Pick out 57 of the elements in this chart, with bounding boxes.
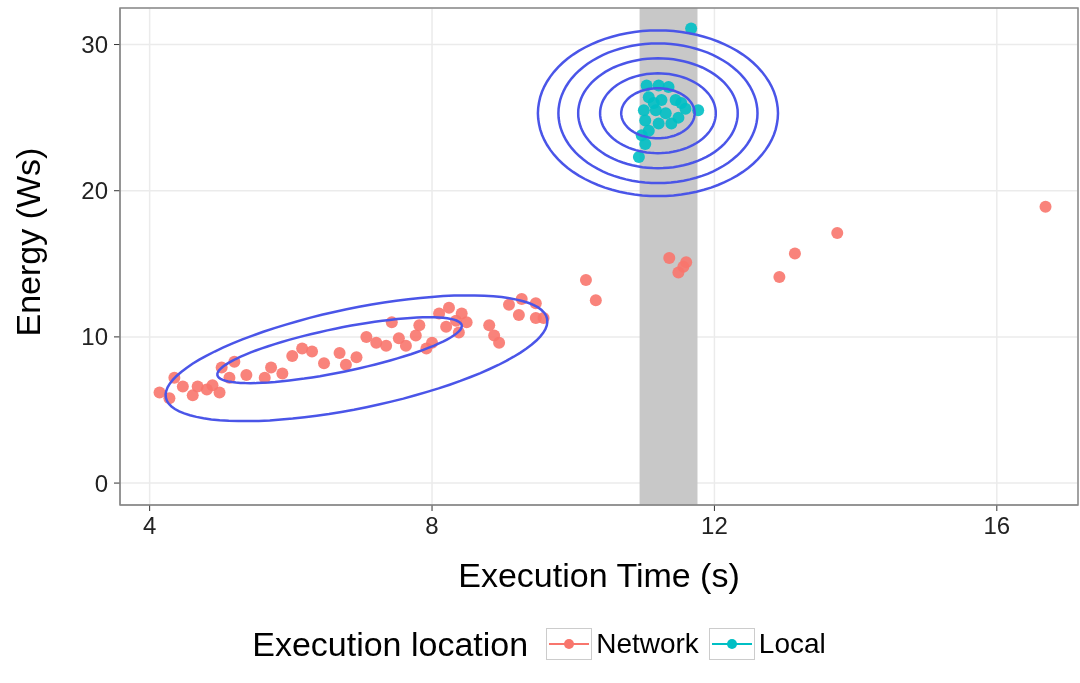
point — [679, 102, 692, 115]
point — [637, 104, 650, 117]
point — [831, 227, 844, 240]
point — [350, 351, 363, 364]
point — [153, 386, 166, 399]
point — [579, 273, 592, 286]
point — [333, 346, 346, 359]
point — [186, 389, 199, 402]
x-axis-title: Execution Time (s) — [458, 556, 740, 594]
point — [460, 316, 473, 329]
point — [399, 339, 412, 352]
y-axis-title: Energy (Ws) — [9, 147, 48, 337]
point — [339, 358, 352, 371]
y-tick-label: 10 — [81, 323, 108, 351]
point — [360, 330, 373, 343]
point — [276, 367, 289, 380]
point — [512, 308, 525, 321]
point — [370, 336, 383, 349]
point — [240, 368, 253, 381]
legend-label: Network — [595, 628, 699, 660]
point — [286, 349, 299, 362]
legend-label: Local — [757, 628, 826, 660]
point — [632, 151, 645, 164]
x-tick-label: 12 — [701, 512, 728, 540]
x-tick-label: 16 — [983, 512, 1011, 540]
point — [659, 107, 672, 120]
point — [409, 329, 422, 342]
point — [672, 266, 685, 279]
point — [318, 357, 331, 370]
y-tick-label: 0 — [94, 469, 108, 497]
point — [589, 294, 602, 307]
point — [265, 361, 278, 374]
point — [213, 386, 226, 399]
point — [647, 97, 660, 110]
point — [413, 319, 426, 332]
point — [502, 298, 515, 311]
y-tick-label: 20 — [81, 177, 108, 205]
point — [392, 332, 405, 345]
point — [1039, 200, 1052, 213]
point — [483, 319, 496, 332]
point — [672, 111, 685, 124]
point — [440, 320, 453, 333]
point — [442, 301, 455, 314]
point — [493, 336, 506, 349]
point — [296, 342, 309, 355]
point — [639, 114, 652, 127]
legend-title: Execution location — [252, 624, 529, 664]
y-tick-label: 30 — [81, 31, 108, 59]
point — [652, 117, 665, 130]
x-tick-label: 8 — [425, 512, 439, 540]
point — [663, 251, 676, 264]
point — [380, 339, 393, 352]
x-tick-label: 4 — [142, 512, 157, 540]
point — [306, 345, 319, 358]
point — [773, 270, 786, 283]
point — [788, 247, 801, 260]
point — [176, 380, 189, 393]
